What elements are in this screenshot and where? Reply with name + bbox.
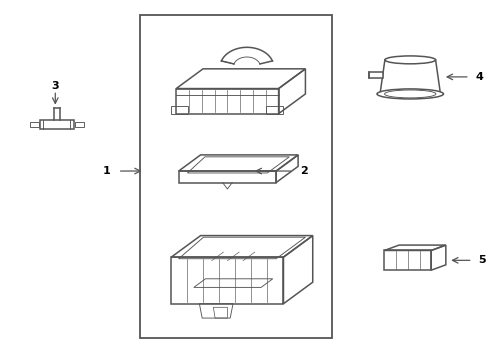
Text: 1: 1 xyxy=(102,166,110,176)
Bar xyxy=(140,15,331,338)
Text: 2: 2 xyxy=(300,166,307,176)
Bar xyxy=(368,72,383,78)
Ellipse shape xyxy=(384,90,435,98)
Text: 4: 4 xyxy=(475,72,483,82)
Bar xyxy=(40,120,74,129)
Text: 3: 3 xyxy=(51,81,59,91)
Text: 5: 5 xyxy=(478,255,485,265)
Ellipse shape xyxy=(384,56,435,64)
Ellipse shape xyxy=(376,89,443,99)
Bar xyxy=(75,122,83,127)
Bar xyxy=(30,122,39,127)
